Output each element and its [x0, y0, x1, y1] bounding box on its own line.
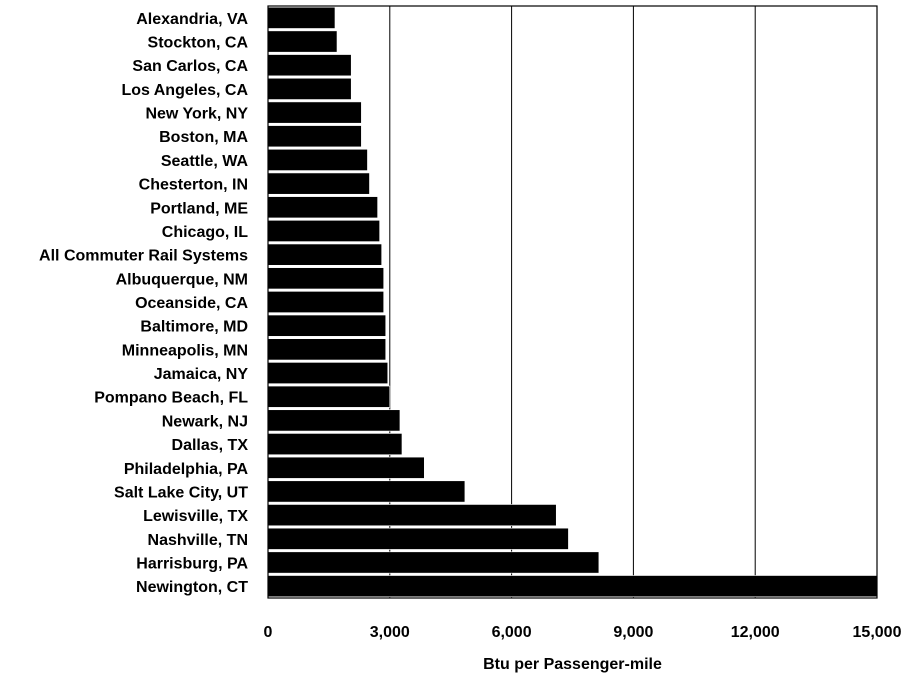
bar-24	[267, 575, 878, 598]
bar-4	[267, 101, 362, 124]
category-label-24: Newington, CT	[136, 579, 248, 596]
category-label-20: Salt Lake City, UT	[114, 484, 248, 501]
x-axis-title: Btu per Passenger-mile	[483, 656, 662, 673]
bar-13	[267, 314, 387, 337]
category-labels: Alexandria, VA Stockton, CA San Carlos, CA…	[39, 11, 248, 596]
bar-18	[267, 433, 403, 456]
category-label-22: Nashville, TN	[148, 532, 248, 549]
category-label-0: Alexandria, VA	[136, 11, 248, 28]
bar-10	[267, 243, 382, 266]
bar-14	[267, 338, 387, 361]
category-label-9: Chicago, IL	[162, 224, 248, 241]
category-label-18: Dallas, TX	[172, 437, 249, 454]
category-label-4: New York, NY	[145, 106, 248, 123]
bar-9	[267, 220, 380, 242]
category-label-5: Boston, MA	[159, 129, 248, 146]
category-label-10: All Commuter Rail Systems	[39, 248, 248, 265]
category-label-16: Pompano Beach, FL	[94, 390, 248, 407]
bar-19	[267, 456, 425, 479]
bars	[267, 6, 878, 598]
category-label-19: Philadelphia, PA	[124, 461, 249, 478]
bar-6	[267, 148, 368, 171]
x-tick-label-4: 12,000	[731, 624, 780, 641]
bar-21	[267, 504, 557, 527]
bar-15	[267, 362, 389, 384]
category-label-2: San Carlos, CA	[132, 58, 248, 75]
x-tick-label-5: 15,000	[853, 624, 902, 641]
category-label-8: Portland, ME	[150, 200, 248, 217]
plot-frame	[267, 5, 878, 599]
bar-22	[267, 527, 569, 550]
category-label-1: Stockton, CA	[148, 35, 249, 52]
bar-20	[267, 480, 466, 503]
x-tick-label-3: 9,000	[613, 624, 653, 641]
bar-11	[267, 267, 385, 290]
bar-17	[267, 409, 401, 432]
x-tick-label-2: 6,000	[492, 624, 532, 641]
bar-16	[267, 385, 391, 408]
x-tick-labels: 0 3,000 6,000 9,000 12,000 15,000	[264, 624, 902, 641]
category-label-11: Albuquerque, NM	[116, 271, 248, 288]
category-label-3: Los Angeles, CA	[121, 82, 248, 99]
x-tick-label-0: 0	[264, 624, 273, 641]
bar-3	[267, 77, 352, 100]
x-tick-label-1: 3,000	[370, 624, 410, 641]
category-label-7: Chesterton, IN	[139, 177, 248, 194]
category-label-13: Baltimore, MD	[140, 319, 248, 336]
bar-7	[267, 172, 370, 195]
category-label-17: Newark, NJ	[162, 413, 248, 430]
bar-23	[267, 551, 600, 574]
bar-8	[267, 196, 378, 219]
category-label-12: Oceanside, CA	[135, 295, 248, 312]
bar-2	[267, 54, 352, 77]
category-label-6: Seattle, WA	[161, 153, 249, 170]
bar-12	[267, 291, 385, 313]
bar-0	[267, 6, 336, 29]
category-label-14: Minneapolis, MN	[122, 342, 248, 359]
plot-border	[267, 5, 878, 599]
bar-1	[267, 30, 338, 53]
category-label-23: Harrisburg, PA	[136, 555, 248, 572]
bar-5	[267, 125, 362, 148]
category-label-21: Lewisville, TX	[143, 508, 248, 525]
category-label-15: Jamaica, NY	[154, 366, 249, 383]
